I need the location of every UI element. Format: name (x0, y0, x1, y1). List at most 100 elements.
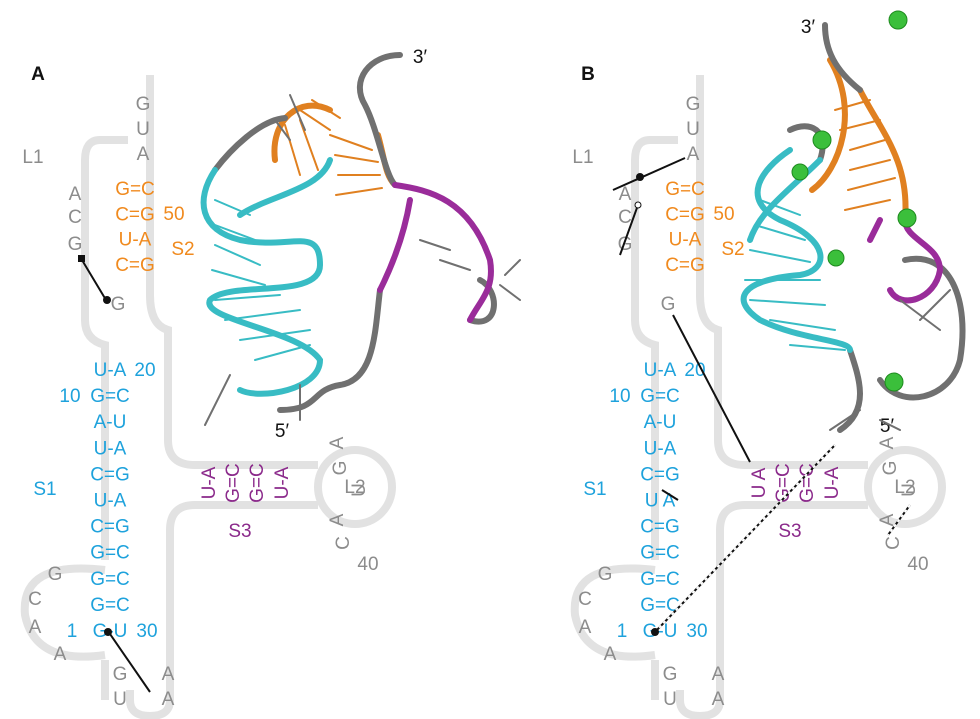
base-pair: C=G (665, 204, 705, 225)
region-label: L1 (572, 147, 593, 168)
nucleotide: U (349, 483, 370, 497)
base-pair: U-A (644, 360, 677, 381)
region-label: S3 (228, 521, 251, 542)
strand-end: 3′ (801, 17, 816, 38)
nucleotide: A (877, 436, 898, 449)
nucleotide: C (883, 536, 904, 550)
nucleotide: U (663, 689, 677, 710)
base-pair: G=C (773, 463, 794, 503)
nucleotide: U (113, 689, 127, 710)
nucleotide: A (162, 664, 175, 685)
residue-number: 40 (907, 554, 928, 575)
base-pair: C=G (115, 255, 155, 276)
base-pair: G=C (665, 179, 705, 200)
nucleotide: G (113, 664, 128, 685)
figure: BL1S2S1S3L23′5′50201013040GUAG=CC=GU-AC=… (0, 0, 980, 719)
region-label: S3 (778, 521, 801, 542)
nucleotide: A (69, 184, 82, 205)
nucleotide: C (28, 589, 42, 610)
nucleotide: A (54, 644, 67, 665)
nucleotide: G (136, 94, 151, 115)
nucleotide: U (136, 119, 150, 140)
base-pair: G=C (90, 386, 130, 407)
nucleotide: G (618, 234, 633, 255)
base-pair: C=G (115, 204, 155, 225)
base-pair: A-U (644, 412, 677, 433)
nucleotide: G (598, 564, 613, 585)
base-pair: C=G (640, 517, 680, 538)
structure-3d (744, 11, 963, 430)
nucleotide: G (661, 294, 676, 315)
region-label: S1 (33, 479, 56, 500)
base-pair: G=C (223, 463, 244, 503)
base-pair: G=C (640, 386, 680, 407)
base-pair: U-A (94, 360, 127, 381)
nucleotide: G (111, 294, 126, 315)
nucleotide: G (686, 94, 701, 115)
nucleotide: A (327, 513, 348, 526)
residue-number: 1 (617, 621, 628, 642)
base-pair: C=G (90, 464, 130, 485)
base-pair: C=G (640, 464, 680, 485)
nucleotide: C (68, 207, 82, 228)
region-label: S2 (171, 239, 194, 260)
base-pair: U A (749, 467, 770, 498)
residue-number: 30 (686, 621, 707, 642)
panel-label: A (31, 64, 45, 85)
region-label: S1 (583, 479, 606, 500)
contact-marker (636, 173, 644, 181)
contact-marker (104, 628, 112, 636)
panel-label: B (581, 64, 595, 85)
nucleotide: U (686, 119, 700, 140)
nucleotide: G (663, 664, 678, 685)
region-label: S2 (721, 239, 744, 260)
contact-marker (103, 296, 111, 304)
residue-number: 20 (134, 360, 155, 381)
contact-marker (78, 255, 85, 262)
base-pair: G=C (90, 569, 130, 590)
nucleotide: A (712, 689, 725, 710)
base-pair: U-A (94, 491, 127, 512)
base-pair: U-A (94, 438, 127, 459)
base-pair: G=C (90, 595, 130, 616)
base-pair: U-A (119, 230, 152, 251)
nucleotide: G (48, 564, 63, 585)
nucleotide: G (68, 234, 83, 255)
strand-end: 3′ (413, 47, 428, 68)
base-pair: G=C (640, 569, 680, 590)
contact-marker (635, 202, 641, 208)
nucleotide: C (333, 536, 354, 550)
nucleotide: U (899, 483, 920, 497)
residue-number: 40 (357, 554, 378, 575)
nucleotide: A (579, 617, 592, 638)
nucleotide: A (29, 617, 42, 638)
nucleotide: A (137, 144, 150, 165)
base-pair: G=C (640, 543, 680, 564)
nucleotide: A (604, 644, 617, 665)
residue-number: 30 (136, 621, 157, 642)
residue-number: 50 (163, 204, 184, 225)
base-pair: G=C (797, 463, 818, 503)
structure-3d (204, 55, 520, 425)
nucleotide: A (327, 436, 348, 449)
base-pair: U-A (199, 466, 220, 499)
residue-number: 50 (713, 204, 734, 225)
base-pair: G-U (643, 621, 678, 642)
nucleotide: A (162, 689, 175, 710)
base-pair: G=C (247, 463, 268, 503)
base-pair: A-U (94, 412, 127, 433)
residue-number: 10 (609, 386, 630, 407)
region-label: L1 (22, 147, 43, 168)
base-pair: U A (645, 491, 676, 512)
base-pair: U-A (669, 230, 702, 251)
nucleotide: G (330, 461, 351, 476)
base-pair: G=C (115, 179, 155, 200)
contact-marker (651, 628, 659, 636)
base-pair: U-A (644, 438, 677, 459)
base-pair: U-A (822, 466, 843, 499)
nucleotide: A (687, 144, 700, 165)
base-pair: G=C (90, 543, 130, 564)
base-pair: C=G (665, 255, 705, 276)
residue-number: 1 (67, 621, 78, 642)
